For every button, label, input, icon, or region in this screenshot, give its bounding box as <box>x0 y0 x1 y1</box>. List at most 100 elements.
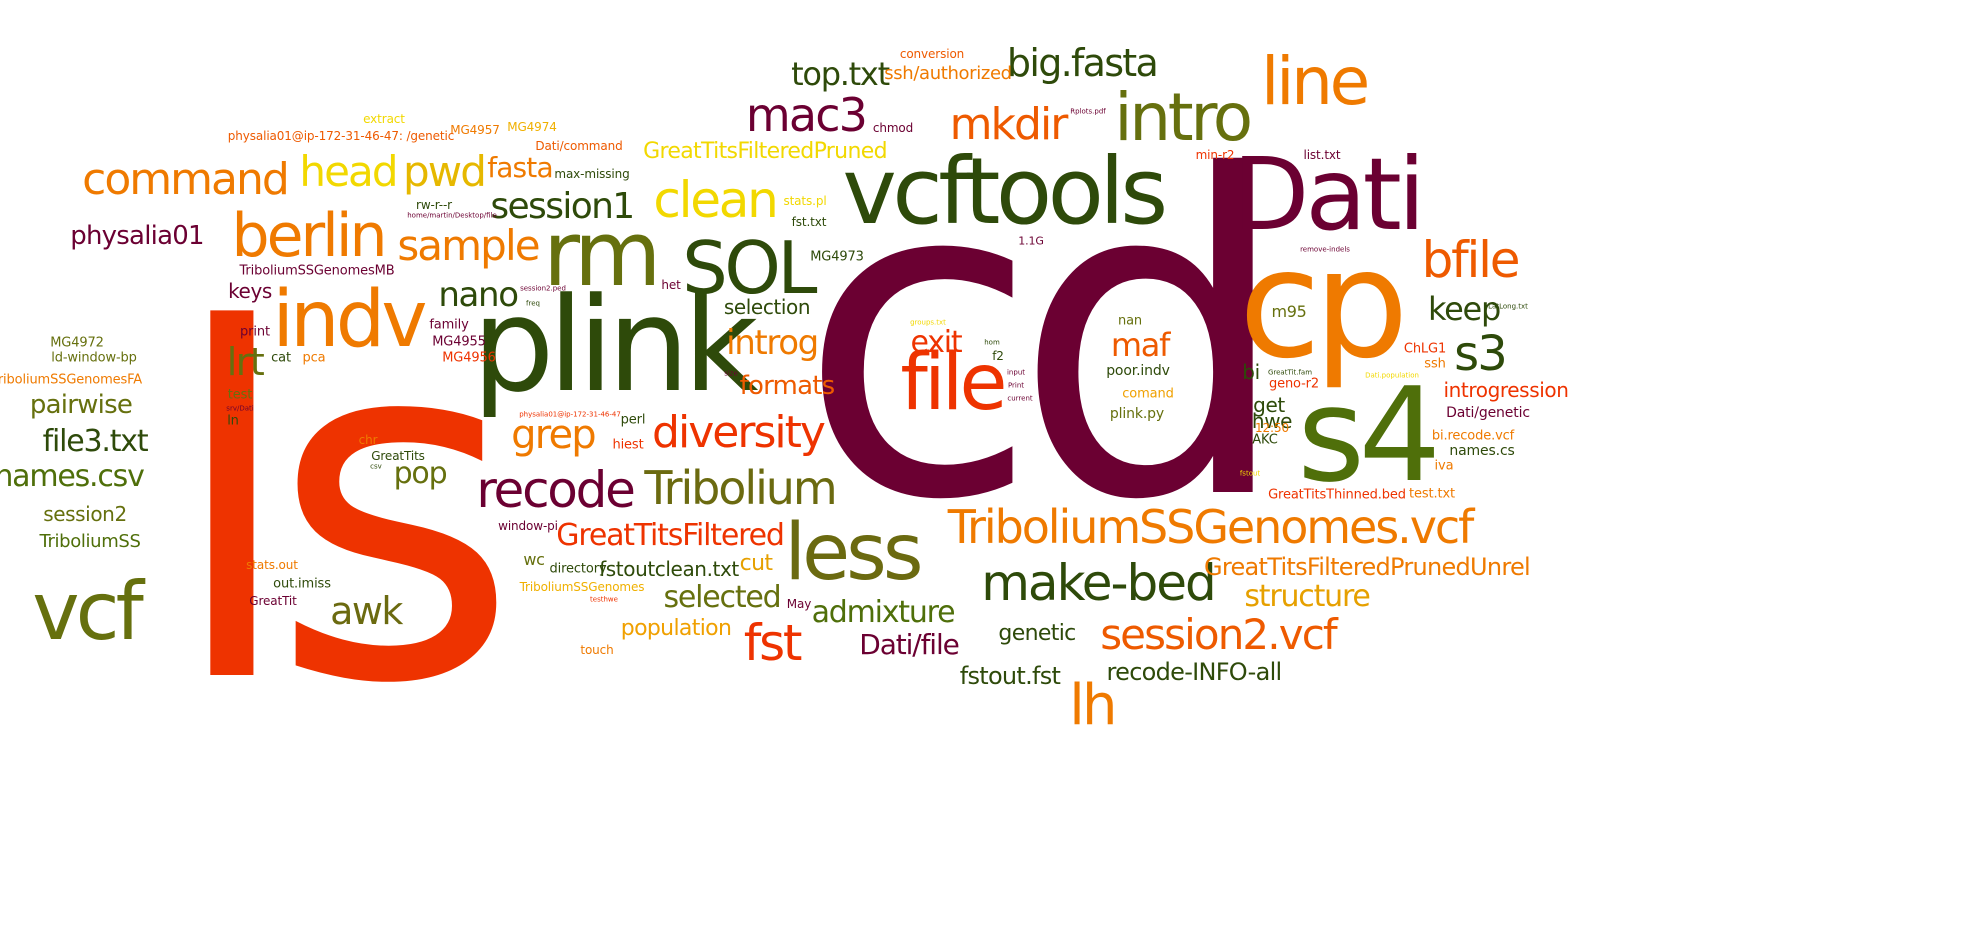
word-awk: awk <box>330 589 403 633</box>
word-testtxt: test.txt <box>1409 486 1455 502</box>
word-mg4972: MG4972 <box>50 335 104 351</box>
word-groupstxt: groups.txt <box>910 318 946 327</box>
word-s4: s4 <box>1297 359 1441 511</box>
word-sample: sample <box>397 221 540 270</box>
word-ssh: ssh <box>1424 356 1446 372</box>
word-bfile: bfile <box>1421 231 1521 289</box>
word-head: head <box>299 147 398 196</box>
word-bigfasta: big.fasta <box>1006 41 1159 85</box>
word-rplotspdf: Rplots.pdf <box>1070 107 1106 116</box>
word-file3txt: file3.txt <box>42 424 149 459</box>
word-dati-genetic: Dati/genetic <box>1446 405 1530 421</box>
word-statsout: stats.out <box>246 558 298 572</box>
word-fstout: fstout <box>1239 469 1261 478</box>
word-current: current <box>1007 394 1033 403</box>
word-family: family <box>429 317 469 333</box>
word-berlin: berlin <box>231 201 387 271</box>
word-chmod: chmod <box>872 121 914 135</box>
word-ln: ln <box>227 413 239 429</box>
word-m95: m95 <box>1271 302 1307 321</box>
word-greattitsfilteredprunedunrel: GreatTitsFilteredPrunedUnrel <box>1204 553 1531 581</box>
word-recode-info-all: recode-INFO-all <box>1106 658 1283 686</box>
word-greattitfam: GreatTit.fam <box>1267 368 1313 377</box>
word-clean: clean <box>653 171 778 229</box>
word-may: May <box>786 597 812 611</box>
word-line: line <box>1261 43 1370 120</box>
word-mg4973: MG4973 <box>810 249 864 265</box>
word-pca: pca <box>302 350 326 366</box>
word-keep: keep <box>1428 290 1501 328</box>
word-physalia01-ip-genetic: physalia01@ip-172-31-46-47: /genetic <box>227 129 455 143</box>
word-testhwe: testhwe <box>590 595 618 604</box>
word-command: command <box>82 154 290 205</box>
word-greattits: GreatTits <box>371 449 425 463</box>
word-admixture: admixture <box>811 595 956 630</box>
word-exit: exit <box>910 325 963 360</box>
word-sol: SOL <box>682 226 817 310</box>
word-dati-file: Dati/file <box>859 628 960 661</box>
word-get: get <box>1253 393 1285 417</box>
word-physalia01-ip: physalia01@ip-172-31-46-47 <box>519 410 621 419</box>
word-namescsv: names.csv <box>0 459 145 494</box>
word-wc: wc <box>523 550 545 569</box>
word-size: size <box>724 369 738 378</box>
word-cp: cp <box>1238 218 1409 392</box>
word-het: het <box>661 278 681 292</box>
word-cut: cut <box>739 551 773 576</box>
word-comand: comand <box>1122 386 1174 402</box>
word-greattitsfiltered: GreatTitsFiltered <box>556 518 785 553</box>
word-lrt: lrt <box>226 340 265 384</box>
word-triboliumssgenomesvcf: TriboliumSSGenomes.vcf <box>947 500 1474 554</box>
word-csv: csv <box>370 462 382 471</box>
word-nan: nan <box>1117 313 1143 329</box>
word-population: population <box>620 616 732 641</box>
word-hom: hom <box>984 338 1000 347</box>
word-selection: selection <box>723 295 811 319</box>
word-max-missing: max-missing <box>554 167 630 181</box>
word-maf: maf <box>1110 326 1171 364</box>
word-fsttxt: fst.txt <box>791 215 827 229</box>
word-triboliumssgenomesmb: TriboliumSSGenomesMB <box>239 263 395 279</box>
word-fasta: fasta <box>487 151 553 184</box>
word-cat: cat <box>271 350 291 366</box>
word-intro: intro <box>1114 79 1253 156</box>
word-toptxt: top.txt <box>791 55 890 93</box>
word-rw-r--r: rw-r--r <box>416 198 452 212</box>
word-srv-dati: srv/Dati <box>226 404 254 413</box>
word-geno-r2: geno-r2 <box>1268 376 1320 392</box>
word-extract: extract <box>363 112 405 126</box>
word-file: file <box>900 338 1007 428</box>
word-dati-population: Dati.population <box>1365 371 1419 380</box>
word-s3: s3 <box>1454 326 1508 382</box>
word-selected: selected <box>663 580 781 615</box>
word-mg4957: MG4957 <box>450 123 500 137</box>
word-window-pi: window-pi <box>498 519 558 533</box>
word-fst: fst <box>743 614 803 672</box>
word-pairwise: pairwise <box>29 390 133 420</box>
word-11g: 1.1G <box>1018 234 1044 248</box>
word-rm: rm <box>542 202 662 307</box>
word-perl: perl <box>620 412 646 428</box>
word-remove-indels: remove-indels <box>1300 245 1350 254</box>
word-statspl: stats.pl <box>783 194 827 208</box>
word-session1: session1 <box>490 186 635 227</box>
word-poorindv: poor.indv <box>1106 363 1170 379</box>
word-session2ped: session2.ped <box>520 284 566 293</box>
word-lh: lh <box>1069 673 1117 738</box>
word-freq: freq <box>526 299 540 308</box>
word-iva: iva <box>1434 458 1454 474</box>
word-structure: structure <box>1244 579 1371 614</box>
word-listtxt: list.txt <box>1303 148 1341 162</box>
word-chr: chr <box>358 433 378 447</box>
word-outimiss: out.imiss <box>273 576 331 592</box>
word-latlongtxt: LatLong.txt <box>1488 302 1528 311</box>
word-greattitsthinnedbed: GreatTitsThinned.bed <box>1268 487 1406 503</box>
word-home-martin-desktop-file: home/martin/Desktop/file <box>407 211 497 220</box>
word-dati-command: Dati/command <box>535 139 623 153</box>
word-hwe: hwe <box>1251 409 1293 433</box>
word-triboliumssgenomes: TriboliumSSGenomes <box>519 580 645 594</box>
word-tribolium: Tribolium <box>644 461 837 515</box>
word-fstoutcleantxt: fstoutclean.txt <box>599 557 739 581</box>
word-conversion: conversion <box>899 47 965 61</box>
